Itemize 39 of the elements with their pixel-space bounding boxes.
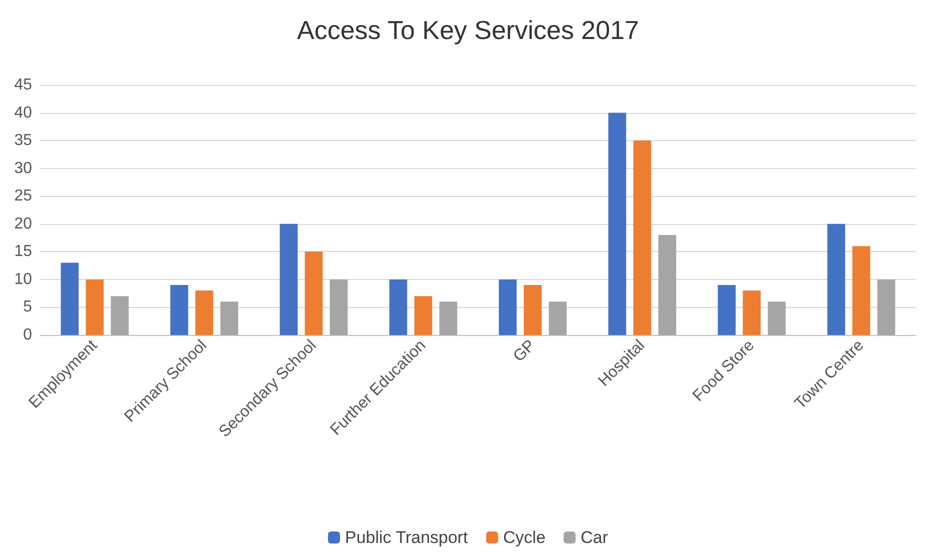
bar (827, 224, 846, 335)
bar (524, 285, 542, 335)
bar (658, 235, 676, 335)
bar (330, 279, 348, 335)
bar (439, 302, 458, 335)
y-tick-label: 20 (14, 215, 32, 232)
bar (877, 279, 896, 335)
bar (389, 279, 408, 335)
y-tick-label: 35 (14, 132, 32, 150)
bar (718, 285, 736, 335)
bar (633, 140, 652, 335)
bar (280, 224, 298, 335)
bar (110, 296, 129, 335)
chart-title: Access To Key Services 2017 (296, 15, 640, 45)
bar (768, 302, 786, 335)
y-tick-label: 25 (14, 188, 32, 205)
y-tick-label: 30 (14, 160, 32, 177)
y-tick-label: 0 (23, 326, 32, 344)
bar (220, 302, 238, 335)
bar (195, 290, 214, 335)
bar (742, 290, 761, 335)
bar (304, 252, 323, 335)
bar (498, 279, 517, 335)
legend-label: Car (580, 528, 608, 547)
x-tick-label: GP (510, 336, 539, 366)
y-tick-label: 5 (23, 298, 32, 316)
bar (852, 246, 870, 335)
bar (608, 112, 626, 335)
bar (86, 279, 104, 335)
legend-label: Public Transport (344, 528, 468, 547)
legend-label: Cycle (503, 528, 546, 547)
bar (60, 262, 79, 335)
y-tick-label: 10 (14, 270, 32, 288)
bar (414, 296, 432, 335)
bar (548, 302, 567, 335)
y-tick-label: 15 (14, 243, 32, 260)
y-tick-label: 40 (14, 104, 32, 122)
y-tick-label: 45 (14, 76, 32, 94)
bar (170, 285, 188, 335)
